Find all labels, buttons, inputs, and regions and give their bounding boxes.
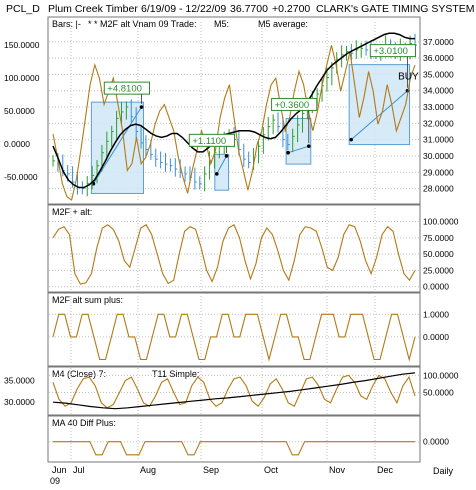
gate-gain-label: +3.0100 xyxy=(373,46,408,57)
ma40-panel-frame xyxy=(47,415,421,463)
price-change: +0.2700 xyxy=(272,3,310,15)
symbol-label: PCL_D xyxy=(6,3,40,15)
axis-ticks: Jun Jul Aug Sep Oct Nov Dec 37.0000 36.0000 35.00… xyxy=(4,37,459,475)
ma40-title: MA 40 Diff Plus: xyxy=(52,418,116,428)
m2f-title: M2F + alt: xyxy=(52,207,92,217)
subpanel-right-tick-label: 50.0000 xyxy=(423,249,454,259)
subpanel-right-tick-label: 0.0000 xyxy=(423,332,449,342)
gate-gain-label: +0.3600 xyxy=(275,100,310,111)
right-tick-label: 34.0000 xyxy=(423,86,454,96)
subpanel-trend-line xyxy=(52,372,416,410)
right-tick-label: 37.0000 xyxy=(423,37,454,47)
left-tick-label: 100.0000 xyxy=(4,73,40,83)
price-legend-m5: M5: xyxy=(214,19,229,29)
month-tick-label: Aug xyxy=(140,465,156,475)
m4-panel-frame xyxy=(47,366,421,416)
subpanel-right-tick-label: 100.0000 xyxy=(423,217,459,227)
gate-gain-box xyxy=(188,133,236,147)
right-tick-label: 28.0000 xyxy=(423,184,454,194)
subpanel-right-tick-label: 25.0000 xyxy=(423,265,454,275)
gate-exit-marker xyxy=(139,105,144,109)
subpanel-right-tick-label: 1.0000 xyxy=(423,309,449,319)
right-tick-label: 31.0000 xyxy=(423,135,454,145)
right-tick-label: 30.0000 xyxy=(423,151,454,161)
gate-exit-marker xyxy=(224,154,229,158)
subpanel-right-tick-label: 75.0000 xyxy=(423,233,454,243)
system-name: CLARK's GATE TIMING SYSTEM © xyxy=(316,3,476,15)
price-legend-m5avg: M5 average: xyxy=(258,19,308,29)
gate-gain-box xyxy=(271,97,318,111)
gate-trendline xyxy=(350,90,408,141)
left-tick-label: 0.0000 xyxy=(4,139,30,149)
right-tick-label: 33.0000 xyxy=(423,102,454,112)
left-tick-label: 50.0000 xyxy=(4,106,35,116)
price-legend-trade: * * M2F alt Vnam 09 Trade: xyxy=(88,19,197,29)
subpanel-oscillator-line xyxy=(53,441,415,456)
month-tick-label: Oct xyxy=(264,465,279,475)
subpanel-oscillator-line xyxy=(52,224,416,285)
month-tick-label: Nov xyxy=(329,465,346,475)
gate-box xyxy=(285,117,312,165)
month-tick-label: Jun xyxy=(52,465,67,475)
period-label: Daily xyxy=(433,466,454,476)
gate-gain-box xyxy=(369,44,417,58)
gate-trendline xyxy=(92,106,142,184)
right-tick-label: 36.0000 xyxy=(423,53,454,63)
right-tick-label: 29.0000 xyxy=(423,167,454,177)
sum-title: M2F alt sum plus: xyxy=(52,295,123,305)
gate-gain-box xyxy=(103,81,151,95)
price-panel-oscillator-line xyxy=(52,45,416,201)
gate-gain-label: +4.8100 xyxy=(107,84,142,95)
left-tick-label: 150.0000 xyxy=(4,40,40,50)
gate-box xyxy=(214,153,230,191)
m4-title: M4 (Close) 7: xyxy=(52,369,106,379)
sum-panel-frame xyxy=(47,292,421,367)
month-tick-label: Jul xyxy=(73,465,85,475)
month-tick-label: Dec xyxy=(377,465,394,475)
last-price: 36.7700 xyxy=(230,3,268,15)
gate-exit-marker xyxy=(306,144,311,148)
subpanel-left-tick-label: 30.0000 xyxy=(4,397,35,407)
header: PCL_D Plum Creek Timber 6/19/09 - 12/22/… xyxy=(6,3,476,15)
buy-signal-label: BUY xyxy=(398,71,419,82)
gate-trendline xyxy=(216,155,227,175)
gate-box xyxy=(348,64,411,146)
gate-entry-marker xyxy=(286,150,290,155)
subpanel-oscillator-line xyxy=(52,313,416,362)
year-label: 09 xyxy=(50,476,60,486)
subpanel-right-tick-label: 50.0000 xyxy=(423,388,454,398)
month-tick-label: Sep xyxy=(203,465,219,475)
m2f-panel-frame xyxy=(47,204,421,293)
gate-entry-marker xyxy=(215,172,219,176)
indicator-lines xyxy=(52,32,416,456)
date-range: 6/19/09 - 12/22/09 xyxy=(141,3,226,15)
gate-gain-label: +1.1100 xyxy=(192,136,226,147)
gate-entry-marker xyxy=(349,137,353,142)
left-tick-label: -50.0000 xyxy=(4,172,38,182)
company-name: Plum Creek Timber xyxy=(48,3,138,15)
m4-legend-t11: T11 Simple: xyxy=(152,369,199,379)
subpanel-right-tick-label: 0.0000 xyxy=(423,282,449,292)
right-tick-label: 32.0000 xyxy=(423,118,454,128)
right-tick-label: 35.0000 xyxy=(423,69,454,79)
subpanel-right-tick-label: 0.0000 xyxy=(423,437,449,447)
value-labels: +4.8100 +1.1100 +0.3600 +3.0100 BUY xyxy=(103,44,419,153)
price-legend-bars: Bars: |- xyxy=(52,19,81,29)
price-panel-ma-line xyxy=(52,32,415,189)
subpanel-oscillator-line xyxy=(52,374,416,409)
subpanel-left-tick-label: 35.0000 xyxy=(4,376,35,386)
subpanel-right-tick-label: 100.0000 xyxy=(423,370,459,380)
price-panel-frame xyxy=(47,16,421,205)
gate-trendline xyxy=(287,145,309,154)
